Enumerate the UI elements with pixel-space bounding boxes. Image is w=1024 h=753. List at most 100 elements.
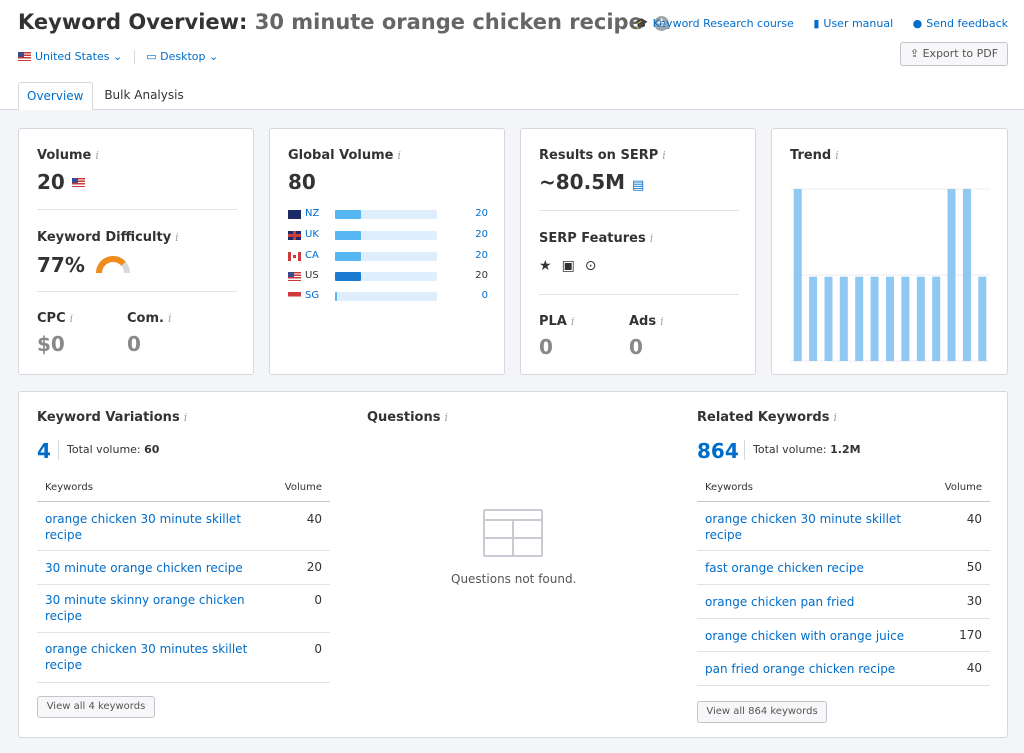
title-prefix: Keyword Overview: <box>18 10 248 34</box>
trend-bar[interactable] <box>947 189 956 361</box>
database-selectors: United States ⌄ ▭ Desktop ⌄ <box>18 50 218 64</box>
trend-bar[interactable] <box>855 276 864 361</box>
us-flag-icon <box>71 178 85 187</box>
country-row-ca[interactable]: CA 20 <box>288 250 488 262</box>
trend-bar[interactable] <box>870 276 879 361</box>
trend-label: Trend i <box>790 148 839 163</box>
keyword-link[interactable]: orange chicken 30 minutes skillet recipe <box>45 642 248 672</box>
info-icon[interactable]: i <box>167 312 172 325</box>
volume-bar <box>335 292 338 301</box>
tab-overview[interactable]: Overview <box>18 82 93 110</box>
export-pdf-button[interactable]: ⇪ Export to PDF <box>900 42 1008 66</box>
keyword-variations-count[interactable]: 4 <box>37 439 51 463</box>
volume-label: Volume i <box>37 148 99 163</box>
divider <box>744 440 745 460</box>
view-all-variations-button[interactable]: View all 4 keywords <box>37 696 155 718</box>
us-flag-icon <box>18 52 31 61</box>
uk-flag-icon <box>288 231 301 240</box>
serp-snapshot-icon[interactable]: ▤ <box>631 178 645 193</box>
serp-features-label: SERP Features i <box>539 231 654 246</box>
user-manual-link[interactable]: ▮ User manual <box>813 17 894 30</box>
trend-bar[interactable] <box>962 189 971 361</box>
trend-card: Trend i <box>771 128 1008 375</box>
keyword-research-course-link[interactable]: 🎓 Keyword Research course <box>634 17 794 30</box>
keyword-link[interactable]: orange chicken pan fried <box>705 595 855 609</box>
export-icon: ⇪ <box>909 47 920 60</box>
country-selector[interactable]: United States ⌄ <box>18 50 122 63</box>
country-row-us[interactable]: US 20 <box>288 270 488 282</box>
trend-bar[interactable] <box>932 276 941 361</box>
page-title: Keyword Overview: 30 minute orange chick… <box>18 10 670 34</box>
image-icon[interactable]: ▣ <box>561 258 575 274</box>
trend-bar[interactable] <box>824 276 833 361</box>
info-icon[interactable]: i <box>95 149 99 162</box>
table-row: orange chicken pan fried 30 <box>697 585 990 619</box>
info-icon[interactable]: i <box>444 411 448 424</box>
keyword-link[interactable]: orange chicken 30 minute skillet recipe <box>45 512 242 542</box>
star-icon[interactable]: ★ <box>539 258 552 274</box>
info-icon[interactable]: i <box>649 232 654 245</box>
trend-bar[interactable] <box>916 276 925 361</box>
nz-flag-icon <box>288 210 301 219</box>
info-icon[interactable]: i <box>183 411 188 424</box>
graduation-cap-icon: 🎓 <box>634 17 649 30</box>
keyword-variations-title: Keyword Variations i <box>37 410 188 425</box>
info-icon[interactable]: i <box>69 312 74 325</box>
speech-bubble-icon: ● <box>912 17 923 30</box>
divider <box>539 210 739 211</box>
video-icon[interactable]: ⊙ <box>584 258 597 274</box>
country-row-nz[interactable]: NZ 20 <box>288 208 488 220</box>
keyword-link[interactable]: 30 minute orange chicken recipe <box>45 561 243 575</box>
trend-bar[interactable] <box>839 276 848 361</box>
trend-bar[interactable] <box>978 276 987 361</box>
global-volume-value: 80 <box>288 170 316 194</box>
table-row: orange chicken 30 minutes skillet recipe… <box>37 633 330 683</box>
ca-flag-icon <box>288 252 301 261</box>
trend-bar[interactable] <box>809 276 818 361</box>
info-icon[interactable]: i <box>175 231 179 244</box>
info-icon[interactable]: i <box>835 149 839 162</box>
keyword-link[interactable]: orange chicken with orange juice <box>705 629 905 643</box>
info-icon[interactable]: i <box>833 411 837 424</box>
keyword-link[interactable]: orange chicken 30 minute skillet recipe <box>705 512 902 542</box>
questions-empty-text: Questions not found. <box>451 572 577 586</box>
related-keywords-count[interactable]: 864 <box>697 439 739 463</box>
table-row: orange chicken with orange juice 170 <box>697 619 990 652</box>
divider <box>58 440 59 460</box>
cpc-label: CPC i <box>37 311 74 326</box>
table-row: orange chicken 30 minute skillet recipe … <box>697 502 990 551</box>
serp-card: Results on SERP i ~80.5M ▤ SERP Features i… <box>520 128 756 375</box>
pla-value: 0 <box>539 335 553 359</box>
table-header: Keywords Volume <box>37 472 330 502</box>
info-icon[interactable]: i <box>662 149 666 162</box>
send-feedback-link[interactable]: ● Send feedback <box>912 17 1008 30</box>
cpc-value: $0 <box>37 332 65 356</box>
pla-label: PLA i <box>539 314 575 329</box>
keyword-link[interactable]: 30 minute skinny orange chicken recipe <box>45 593 245 623</box>
kd-gauge-icon <box>95 256 130 273</box>
trend-bar[interactable] <box>886 276 894 361</box>
country-row-uk[interactable]: UK 20 <box>288 229 488 241</box>
global-volume-label: Global Volume i <box>288 148 402 163</box>
ads-label: Ads i <box>629 314 664 329</box>
info-icon[interactable]: i <box>570 315 575 328</box>
device-selector[interactable]: ▭ Desktop ⌄ <box>146 50 219 63</box>
info-icon[interactable]: i <box>397 149 402 162</box>
volume-bar <box>335 252 361 261</box>
divider <box>539 294 739 295</box>
trend-bar[interactable] <box>901 276 910 361</box>
keyword-link[interactable]: pan fried orange chicken recipe <box>705 662 896 676</box>
global-volume-card: Global Volume i 80 NZ 20 UK 20 CA 20 US 2… <box>269 128 505 375</box>
trend-bar[interactable] <box>793 189 802 361</box>
info-icon[interactable]: i <box>660 315 664 328</box>
view-all-related-button[interactable]: View all 864 keywords <box>697 701 827 723</box>
keyword-link[interactable]: fast orange chicken recipe <box>705 561 864 575</box>
tab-bulk-analysis[interactable]: Bulk Analysis <box>104 88 184 102</box>
country-row-sg[interactable]: SG 0 <box>288 290 488 302</box>
header-links: 🎓 Keyword Research course ▮ User manual ● S… <box>619 17 1008 30</box>
desktop-icon: ▭ <box>146 50 157 63</box>
add-keyword-icon[interactable]: + <box>654 16 670 31</box>
book-icon: ▮ <box>813 17 820 30</box>
table-row: 30 minute orange chicken recipe 20 <box>37 551 330 585</box>
related-keywords-table: Keywords Volume orange chicken 30 minute… <box>697 472 990 686</box>
